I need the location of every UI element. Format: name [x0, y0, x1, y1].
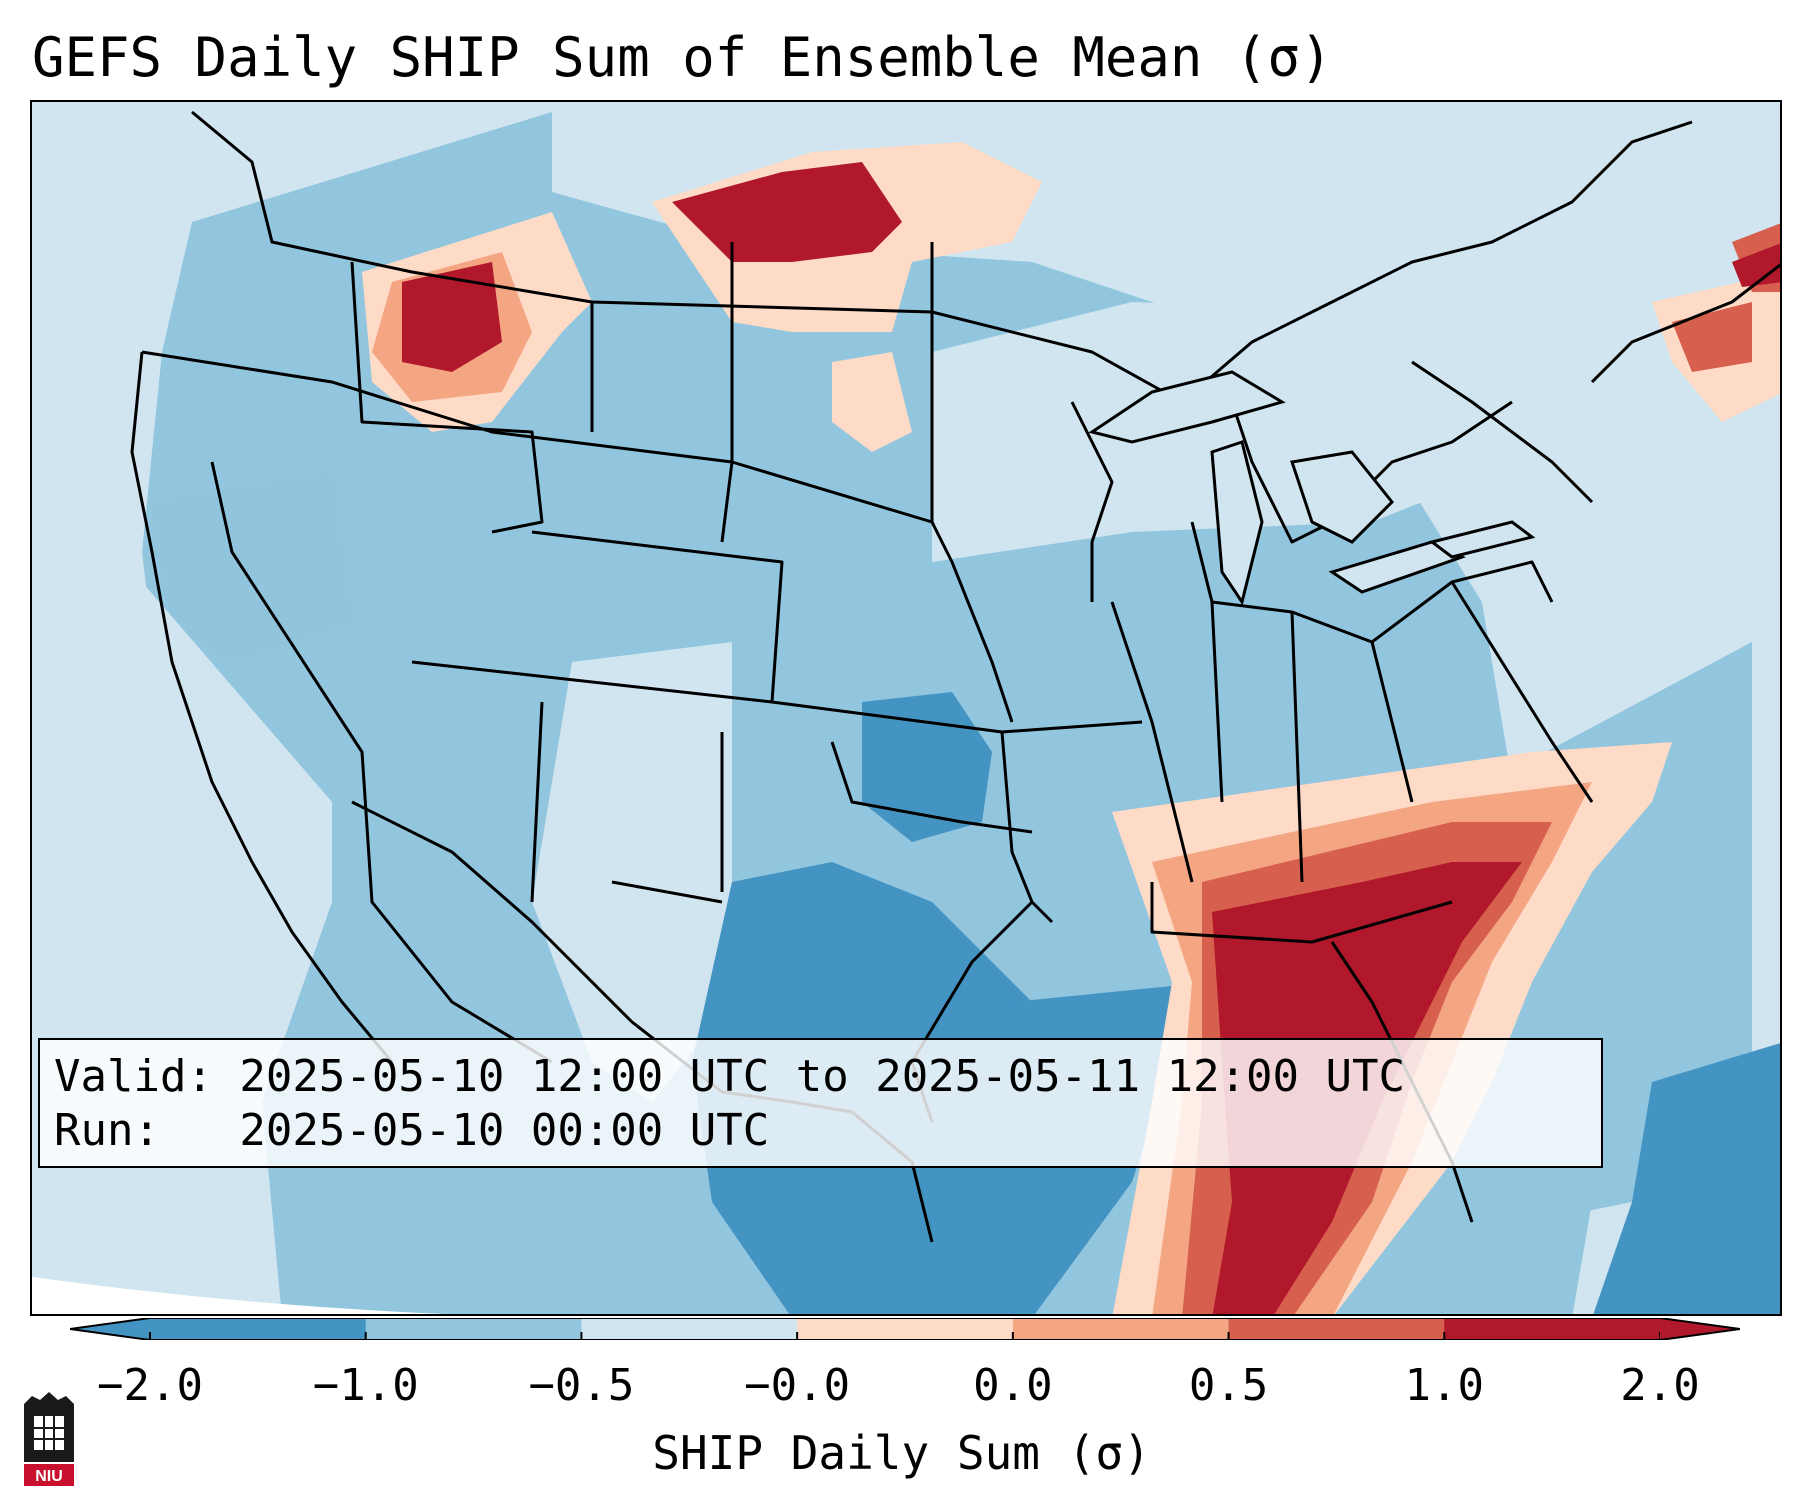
- colorbar-extend-high: [1660, 1318, 1740, 1340]
- colorbar-segment: [150, 1318, 367, 1340]
- colorbar-segments: [149, 1318, 1661, 1340]
- colorbar-tick-label: 0.5: [1188, 1360, 1269, 1411]
- niu-logo-text: NIU: [35, 1468, 63, 1485]
- niu-logo: NIU: [24, 1392, 74, 1486]
- colorbar-segment: [1228, 1318, 1445, 1340]
- colorbar-tick-label: 2.0: [1620, 1360, 1700, 1411]
- colorbar-tick-label: −2.0: [97, 1360, 203, 1411]
- colorbar-segment: [581, 1318, 798, 1340]
- colorbar-extend-low: [70, 1318, 150, 1340]
- map-title: GEFS Daily SHIP Sum of Ensemble Mean (σ): [32, 26, 1333, 89]
- colorbar-tick-label: −0.5: [528, 1360, 635, 1411]
- colorbar-segment: [365, 1318, 582, 1340]
- colorbar-segment: [1012, 1318, 1230, 1340]
- colorbar-segment: [1444, 1318, 1661, 1340]
- colorbar-tick-label: −1.0: [312, 1360, 419, 1411]
- valid-time-text: Valid: 2025-05-10 12:00 UTC to 2025-05-1…: [54, 1051, 1406, 1102]
- colorbar-tick-label: 0.0: [973, 1360, 1053, 1411]
- projection-edge: [32, 1277, 445, 1314]
- valid-run-info-box: Valid: 2025-05-10 12:00 UTC to 2025-05-1…: [38, 1038, 1603, 1168]
- colorbar-segment: [797, 1318, 1014, 1340]
- colorbar-label: SHIP Daily Sum (σ): [652, 1426, 1151, 1480]
- great-lakes: [1088, 370, 1536, 606]
- colorbar-tick-label: −0.0: [744, 1360, 851, 1411]
- run-time-text: Run: 2025-05-10 00:00 UTC: [54, 1105, 770, 1156]
- colorbar: [70, 1318, 1740, 1340]
- colorbar-tick-label: 1.0: [1404, 1360, 1485, 1411]
